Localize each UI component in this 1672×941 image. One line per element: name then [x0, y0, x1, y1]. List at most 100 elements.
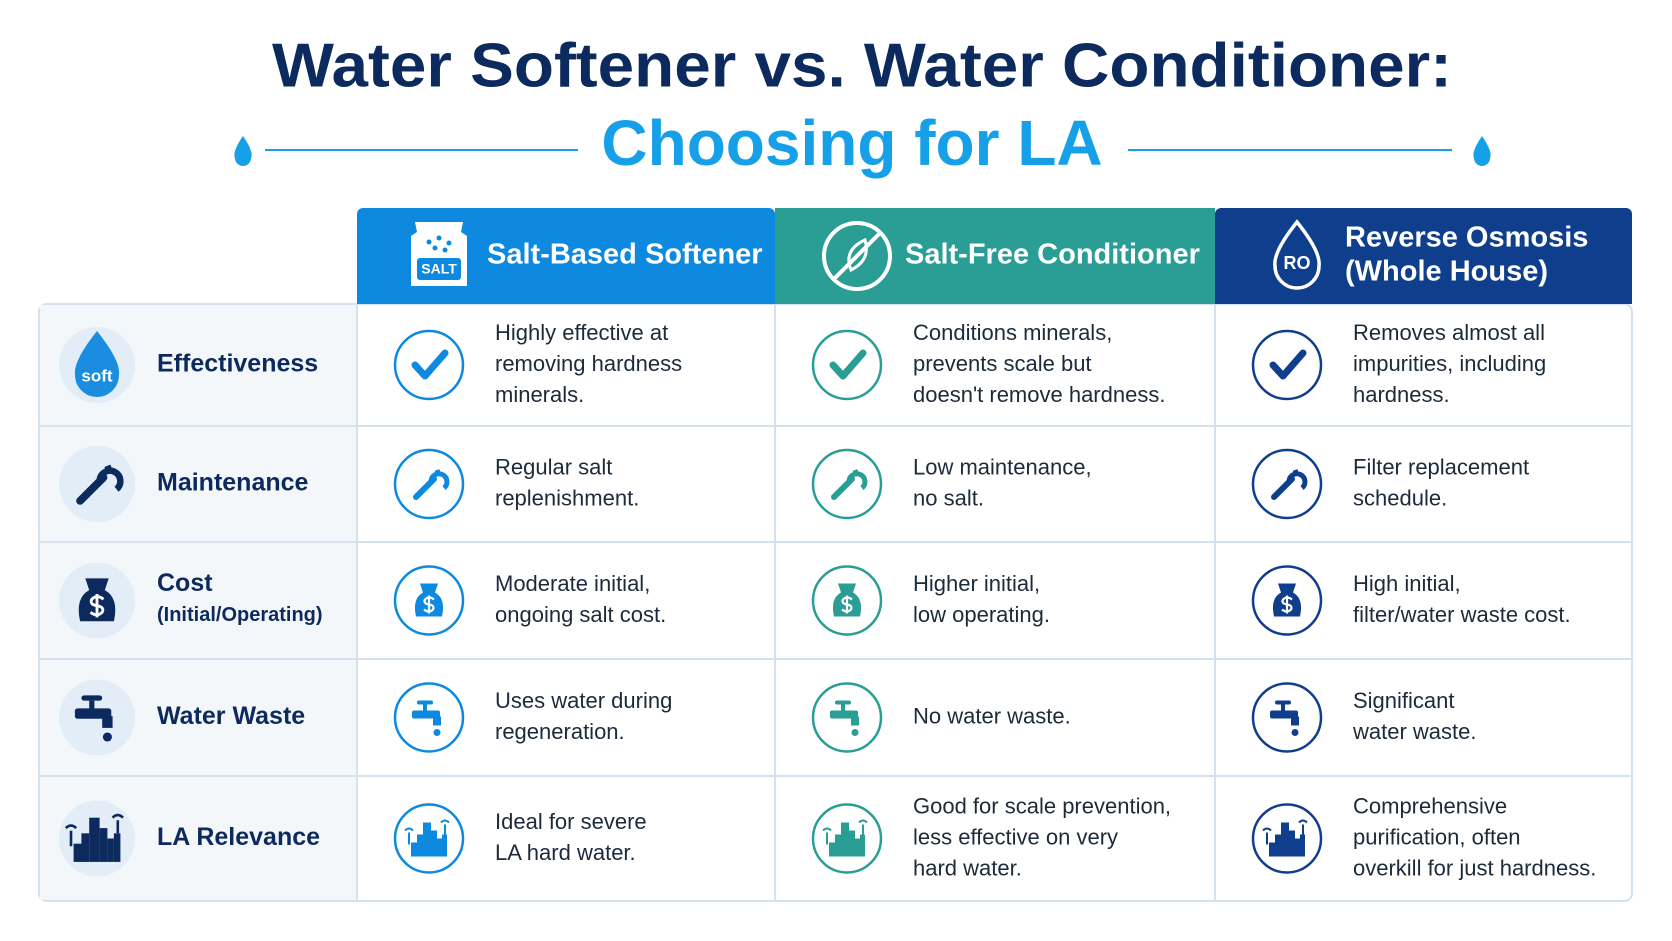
wrench-icon: [413, 476, 437, 500]
cell-text: No water waste.: [913, 703, 1071, 728]
cell-text: water waste.: [1352, 719, 1477, 744]
cell-text: ongoing salt cost.: [495, 602, 666, 627]
skyline-icon: [113, 833, 121, 862]
cell-icon: [811, 682, 883, 753]
skyline-icon: [411, 842, 419, 857]
skyline-icon: [860, 834, 865, 857]
cell-text: less effective on very: [913, 824, 1118, 849]
skyline-icon: [1275, 834, 1281, 857]
cell-text: doesn't remove hardness.: [913, 382, 1165, 407]
row-sublabel: (Initial/Operating): [157, 604, 323, 626]
row-icon: [59, 446, 135, 522]
skyline-icon: [417, 834, 423, 857]
header-icon: [822, 221, 892, 291]
column-title: Reverse Osmosis: [1345, 222, 1588, 254]
title: Water Softener vs. Water Conditioner:: [272, 31, 1452, 100]
water-drop: [1291, 729, 1299, 736]
cell-text: replenishment.: [495, 485, 639, 510]
faucet-icon: [81, 695, 103, 701]
ro-drop-icon: [1273, 219, 1321, 290]
column-title: Salt-Free Conditioner: [905, 239, 1200, 271]
cell-text: Conditions minerals,: [913, 320, 1112, 345]
skyline-icon: [1295, 838, 1300, 857]
cell-text: filter/water waste cost.: [1353, 602, 1571, 627]
palm-icon: [1262, 819, 1308, 845]
money-sign: [423, 595, 435, 614]
column-title: Salt-Based Softener: [487, 239, 763, 271]
cell-icon: [393, 448, 465, 520]
icon-text: SALT: [421, 261, 457, 277]
cell-icon: [393, 803, 465, 874]
wrench-icon: [846, 469, 868, 490]
wrench-icon: [428, 469, 450, 490]
cell-text: Filter replacement: [1353, 454, 1529, 479]
skyline-icon: [835, 834, 841, 857]
cell-icon-ring: [393, 329, 465, 401]
cell-icon: [1251, 565, 1323, 636]
wrench-icon: [76, 473, 108, 505]
icon-text: soft: [81, 366, 113, 385]
faucet-icon: [74, 708, 112, 719]
cell-icon: [393, 682, 465, 753]
cell-text: hardness.: [1353, 382, 1450, 407]
cell-text: purification, often: [1353, 824, 1521, 849]
cell-icon-ring: [811, 329, 883, 401]
row-icon: [59, 679, 135, 756]
cell-icon: [811, 565, 883, 636]
cell-text: Regular salt: [495, 454, 612, 479]
drop-icon: [1473, 136, 1491, 166]
row-icon: [59, 800, 135, 877]
row-glyph: [64, 813, 124, 862]
leaf-icon: [847, 237, 868, 273]
palm-icon: [64, 813, 124, 847]
skyline-icon: [442, 834, 447, 857]
slash: [832, 231, 882, 281]
salt-grain: [446, 240, 452, 246]
cell-icon: [1251, 803, 1323, 874]
cell-text: Comprehensive: [1353, 793, 1507, 818]
row-icon: [59, 562, 135, 639]
skyline-icon: [1281, 822, 1289, 857]
cell-icon: [1251, 448, 1323, 520]
skyline-icon: [849, 830, 855, 857]
cell-icon: [1251, 682, 1323, 753]
cell-text: impurities, including: [1353, 351, 1546, 376]
cell-text: Removes almost all: [1353, 320, 1545, 345]
cell-text: Highly effective at: [495, 320, 668, 345]
row-label: LA Relevance: [157, 823, 320, 851]
cell-text: minerals.: [495, 382, 584, 407]
skyline-icon: [841, 822, 849, 857]
cell-text: Good for scale prevention,: [913, 793, 1171, 818]
cell-icon: [393, 565, 465, 636]
money-sign: [841, 595, 853, 614]
cell-text: prevents scale but: [913, 351, 1092, 376]
cell-icon: [811, 448, 883, 520]
skyline-icon: [829, 842, 837, 857]
cell-text: Higher initial,: [913, 571, 1040, 596]
cell-text: Ideal for severe: [495, 809, 647, 834]
column-header: [1215, 240, 1632, 304]
faucet-icon: [851, 716, 859, 726]
cell-text: Uses water during: [495, 688, 672, 713]
faucet-icon: [423, 704, 427, 712]
cell-icon: [811, 803, 883, 874]
salt-label: [417, 258, 461, 280]
salt-grain: [436, 235, 442, 241]
palm-icon: [404, 819, 450, 845]
skyline-icon: [423, 822, 431, 857]
header-icon: RO: [1273, 219, 1321, 290]
row-glyph: [74, 695, 113, 742]
row-glyph: [76, 464, 124, 505]
salt-grain: [426, 239, 432, 245]
check-icon: [411, 349, 449, 380]
icon-text: RO: [1284, 253, 1311, 273]
palm-icon: [822, 819, 868, 845]
cell-text: removing hardness: [495, 351, 682, 376]
skyline-icon: [1289, 830, 1295, 857]
row-glyph: [78, 578, 116, 622]
cell-text: overkill for just hardness.: [1353, 855, 1596, 880]
skyline-icon: [1269, 842, 1277, 857]
cell-icon: [1251, 329, 1323, 401]
